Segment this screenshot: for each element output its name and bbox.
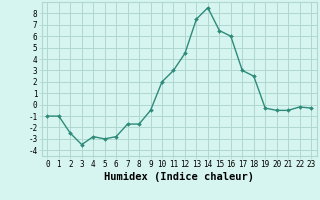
X-axis label: Humidex (Indice chaleur): Humidex (Indice chaleur) — [104, 172, 254, 182]
